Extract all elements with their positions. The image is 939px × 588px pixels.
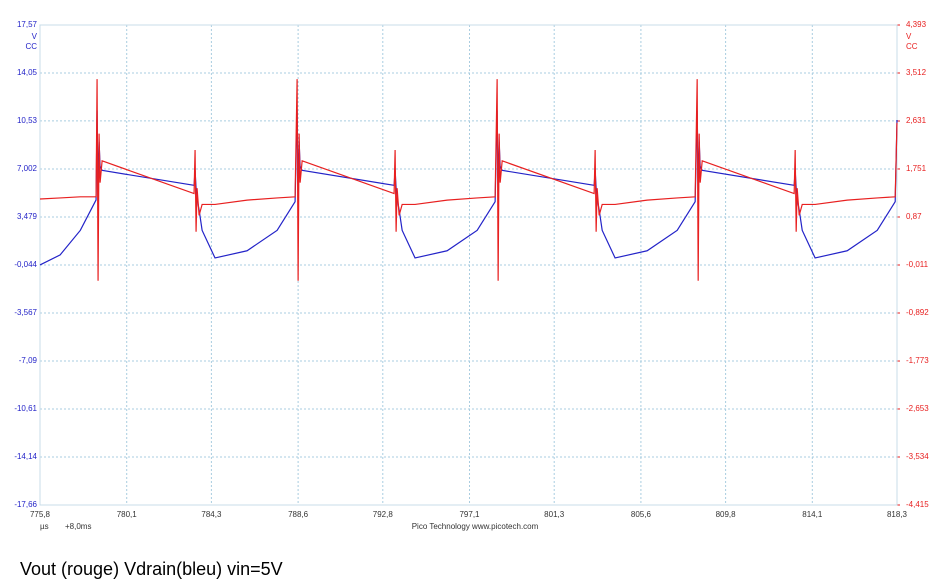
- y-tick-label: 17,57: [17, 20, 38, 29]
- y-tick-label: 7,002: [17, 164, 38, 173]
- y2-tick-label: 0,87: [906, 212, 922, 221]
- time-offset: +8,0ms: [65, 522, 91, 531]
- y2-coupling: CC: [906, 42, 918, 51]
- y-unit: V: [32, 32, 38, 41]
- y2-tick-label: -3,534: [906, 452, 929, 461]
- y2-tick-label: -0,892: [906, 308, 929, 317]
- y-coupling: CC: [25, 42, 37, 51]
- caption: Vout (rouge) Vdrain(bleu) vin=5V: [20, 559, 283, 579]
- y-tick-label: -17,66: [14, 500, 37, 509]
- y-tick-label: 3,479: [17, 212, 38, 221]
- x-tick-label: 809,8: [716, 510, 737, 519]
- series-line: [39, 79, 898, 281]
- y2-tick-label: 1,751: [906, 164, 927, 173]
- y2-tick-label: 3,512: [906, 68, 927, 77]
- y2-tick-label: -0,011: [906, 260, 929, 269]
- x-tick-label: 801,3: [544, 510, 565, 519]
- y2-tick-label: -1,773: [906, 356, 929, 365]
- y-tick-label: -14,14: [14, 452, 37, 461]
- y2-tick-label: -4,415: [906, 500, 929, 509]
- x-tick-label: 797,1: [459, 510, 480, 519]
- x-tick-label: 784,3: [201, 510, 222, 519]
- y2-tick-label: 4,393: [906, 20, 927, 29]
- x-tick-label: 818,3: [887, 510, 908, 519]
- x-tick-label: 792,8: [373, 510, 394, 519]
- x-tick-label: 814,1: [802, 510, 823, 519]
- y-tick-label: -7,09: [19, 356, 38, 365]
- plot-frame: [39, 24, 898, 506]
- y-tick-label: -10,61: [14, 404, 37, 413]
- x-tick-label: 788,6: [288, 510, 309, 519]
- y2-unit: V: [906, 32, 912, 41]
- y2-tick-label: 2,631: [906, 116, 927, 125]
- y-tick-label: -3,567: [14, 308, 37, 317]
- x-tick-label: 775,8: [30, 510, 51, 519]
- y-tick-label: 14,05: [17, 68, 38, 77]
- y-tick-label: -0,044: [14, 260, 37, 269]
- footer: Pico Technology www.picotech.com: [412, 522, 539, 531]
- y-tick-label: 10,53: [17, 116, 38, 125]
- x-tick-label: 780,1: [117, 510, 138, 519]
- y2-tick-label: -2,653: [906, 404, 929, 413]
- x-unit: µs: [40, 522, 49, 531]
- x-tick-label: 805,6: [631, 510, 652, 519]
